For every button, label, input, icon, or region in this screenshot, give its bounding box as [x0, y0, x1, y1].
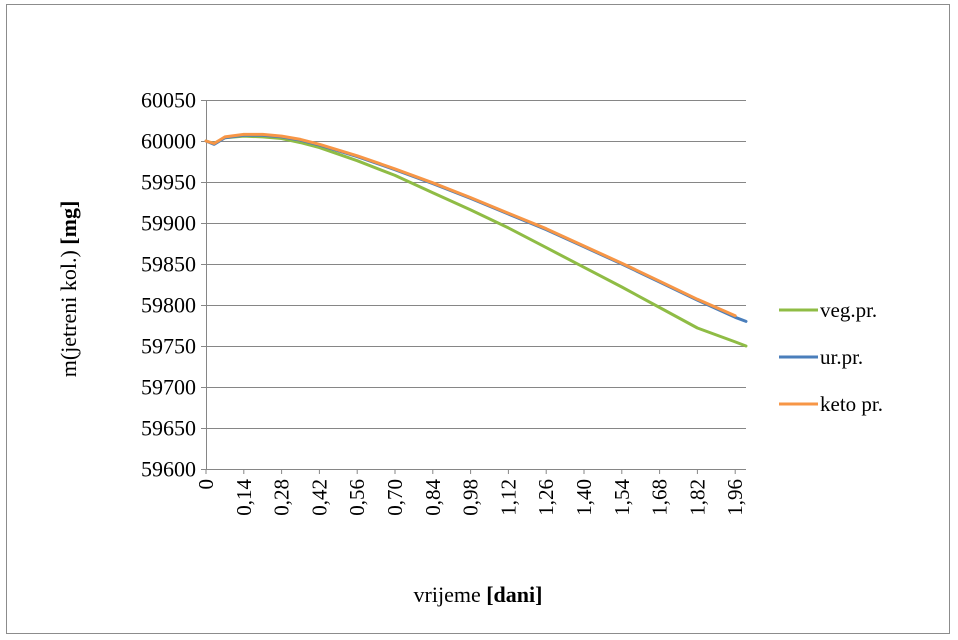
x-tick-label: 0,98	[459, 479, 483, 516]
x-tick-labels: 0 0,14 0,28 0,42 0,56 0,70 0,84 0,98 1,12 1,26 1,4…	[194, 479, 747, 516]
x-tick-label: 1,68	[648, 479, 672, 516]
y-tick-label: 59650	[141, 416, 196, 441]
x-tick-label: 0	[194, 479, 218, 490]
y-axis-title-unit: [mg]	[56, 201, 81, 245]
x-tick-label: 1,26	[534, 479, 558, 516]
y-tick-label: 60000	[141, 129, 196, 154]
legend-label-1: veg.pr.	[820, 298, 877, 322]
x-tick-label: 1,96	[723, 479, 747, 516]
legend: veg.pr. ur.pr. keto pr.	[779, 298, 883, 416]
series-line-1	[204, 134, 748, 348]
x-tick-label: 0,42	[307, 479, 331, 516]
series-line-2	[204, 133, 748, 323]
legend-label-3: keto pr.	[820, 392, 883, 416]
chart-frame	[6, 4, 950, 634]
y-tick-label: 59750	[141, 334, 196, 359]
y-axis-title: m(jetreni kol.) [mg]	[56, 201, 81, 378]
y-axis-title-text: m(jetreni kol.)	[56, 245, 81, 378]
y-tick-label: 59950	[141, 170, 196, 195]
x-tick-label: 1,82	[685, 479, 709, 516]
y-tick-label: 59900	[141, 211, 196, 236]
x-tick-label: 1,12	[496, 479, 520, 516]
legend-label-2: ur.pr.	[820, 345, 863, 369]
series-lines	[204, 132, 748, 348]
x-tick-label: 0,28	[270, 479, 294, 516]
y-tick-label: 59850	[141, 252, 196, 277]
x-tick-label: 0,70	[383, 479, 407, 516]
y-tick-label: 59700	[141, 375, 196, 400]
x-axis-title-text: vrijeme	[414, 582, 487, 607]
series-line-3	[204, 132, 737, 318]
x-axis-title: vrijeme [dani]	[414, 582, 543, 607]
x-tick-label: 0,14	[232, 479, 256, 516]
y-tick-label: 60050	[141, 88, 196, 113]
y-tick-label: 59600	[141, 457, 196, 482]
axes	[201, 100, 746, 474]
x-tick-label: 0,84	[421, 479, 445, 516]
x-tick-label: 0,56	[345, 479, 369, 516]
x-tick-label: 1,40	[572, 479, 596, 516]
x-tick-label: 1,54	[610, 479, 634, 516]
y-tick-labels: 59600 59650 59700 59750 59800 59850 59900 59950…	[141, 88, 196, 482]
x-axis-title-unit: [dani]	[486, 582, 542, 607]
y-tick-label: 59800	[141, 293, 196, 318]
